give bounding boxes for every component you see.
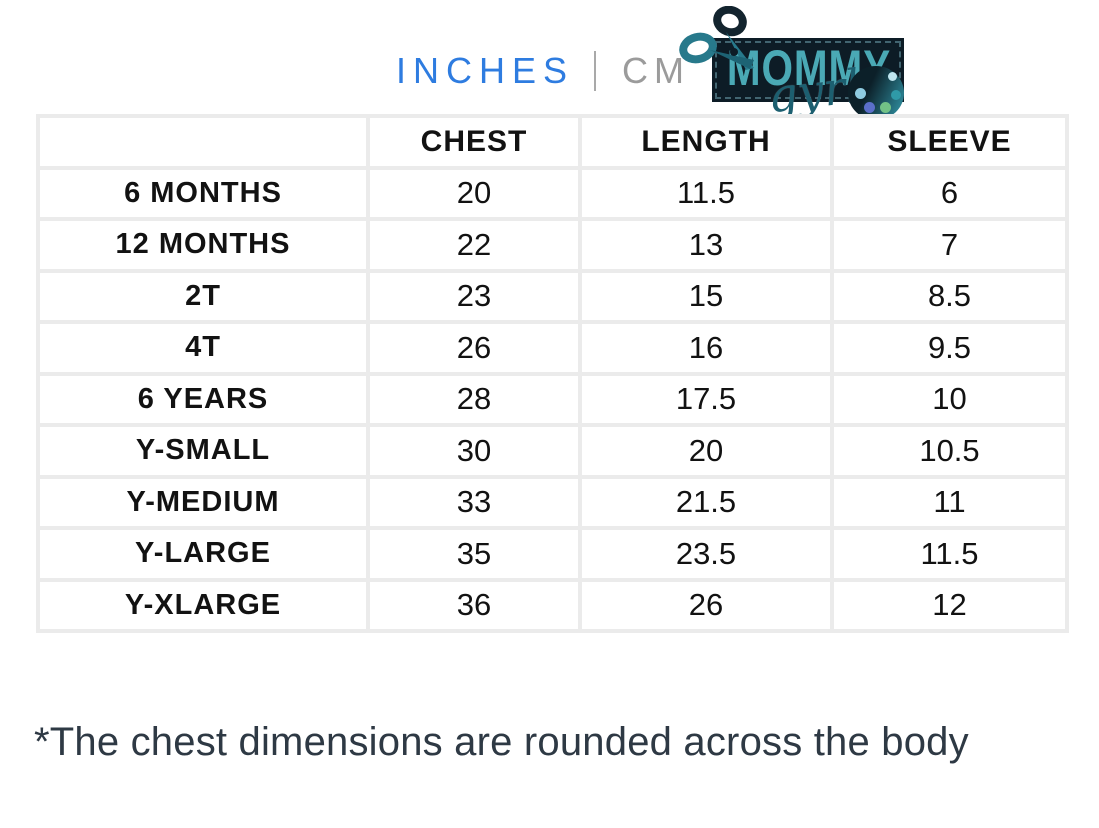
table-row: Y-LARGE 35 23.5 11.5 — [36, 526, 1069, 582]
length-value-cell: 26 — [578, 577, 834, 633]
size-label-cell: Y-SMALL — [36, 423, 370, 479]
table-row: 2T 23 15 8.5 — [36, 268, 1069, 324]
chest-value-cell: 22 — [366, 217, 582, 273]
palette-dot — [864, 102, 875, 113]
palette-dot — [855, 88, 866, 99]
scissors-icon — [679, 6, 754, 70]
header-size — [36, 114, 370, 170]
sleeve-value-cell: 8.5 — [830, 268, 1069, 324]
length-value-cell: 11.5 — [578, 165, 834, 221]
size-label-cell: 2T — [36, 268, 370, 324]
header-length: LENGTH — [578, 114, 834, 170]
size-label-cell: 6 MONTHS — [36, 165, 370, 221]
size-label-cell: 4T — [36, 320, 370, 376]
size-label-cell: Y-MEDIUM — [36, 474, 370, 530]
chest-dimension-footnote: *The chest dimensions are rounded across… — [34, 720, 969, 764]
table-row: 6 YEARS 28 17.5 10 — [36, 371, 1069, 427]
length-value-cell: 13 — [578, 217, 834, 273]
length-value-cell: 23.5 — [578, 526, 834, 582]
unit-option-cm[interactable]: CM — [622, 50, 691, 91]
unit-divider — [594, 51, 597, 91]
paint-palette-icon — [848, 66, 904, 120]
sleeve-value-cell: 9.5 — [830, 320, 1069, 376]
sleeve-value-cell: 10.5 — [830, 423, 1069, 479]
sleeve-value-cell: 7 — [830, 217, 1069, 273]
table-row: Y-MEDIUM 33 21.5 11 — [36, 474, 1069, 530]
sleeve-value-cell: 11.5 — [830, 526, 1069, 582]
size-label-cell: Y-XLARGE — [36, 577, 370, 633]
length-value-cell: 20 — [578, 423, 834, 479]
table-row: 6 MONTHS 20 11.5 6 — [36, 165, 1069, 221]
chest-value-cell: 35 — [366, 526, 582, 582]
palette-dot — [888, 72, 897, 81]
chest-value-cell: 30 — [366, 423, 582, 479]
sleeve-value-cell: 12 — [830, 577, 1069, 633]
length-value-cell: 16 — [578, 320, 834, 376]
table-row: Y-XLARGE 36 26 12 — [36, 577, 1069, 633]
size-label-cell: 6 YEARS — [36, 371, 370, 427]
brand-logo: MOMMY gyrl — [676, 6, 946, 128]
table-row: 4T 26 16 9.5 — [36, 320, 1069, 376]
chest-value-cell: 28 — [366, 371, 582, 427]
palette-dot — [891, 90, 901, 100]
length-value-cell: 15 — [578, 268, 834, 324]
size-table-body: 6 MONTHS 20 11.5 6 12 MONTHS 22 13 7 2T … — [36, 165, 1069, 633]
chest-value-cell: 20 — [366, 165, 582, 221]
table-row: 12 MONTHS 22 13 7 — [36, 217, 1069, 273]
table-row: Y-SMALL 30 20 10.5 — [36, 423, 1069, 479]
chest-value-cell: 26 — [366, 320, 582, 376]
sleeve-value-cell: 6 — [830, 165, 1069, 221]
size-label-cell: Y-LARGE — [36, 526, 370, 582]
chest-value-cell: 23 — [366, 268, 582, 324]
unit-toggle: INCHES CM — [396, 48, 690, 94]
sleeve-value-cell: 11 — [830, 474, 1069, 530]
header-sleeve: SLEEVE — [830, 114, 1069, 170]
chest-value-cell: 36 — [366, 577, 582, 633]
unit-option-inches[interactable]: INCHES — [396, 50, 575, 91]
palette-dot — [880, 102, 891, 113]
table-header-row: CHEST LENGTH SLEEVE — [36, 114, 1069, 170]
sleeve-value-cell: 10 — [830, 371, 1069, 427]
length-value-cell: 21.5 — [578, 474, 834, 530]
size-label-cell: 12 MONTHS — [36, 217, 370, 273]
length-value-cell: 17.5 — [578, 371, 834, 427]
header-chest: CHEST — [366, 114, 582, 170]
size-chart-table: CHEST LENGTH SLEEVE 6 MONTHS 20 11.5 6 1… — [36, 114, 1069, 633]
chest-value-cell: 33 — [366, 474, 582, 530]
